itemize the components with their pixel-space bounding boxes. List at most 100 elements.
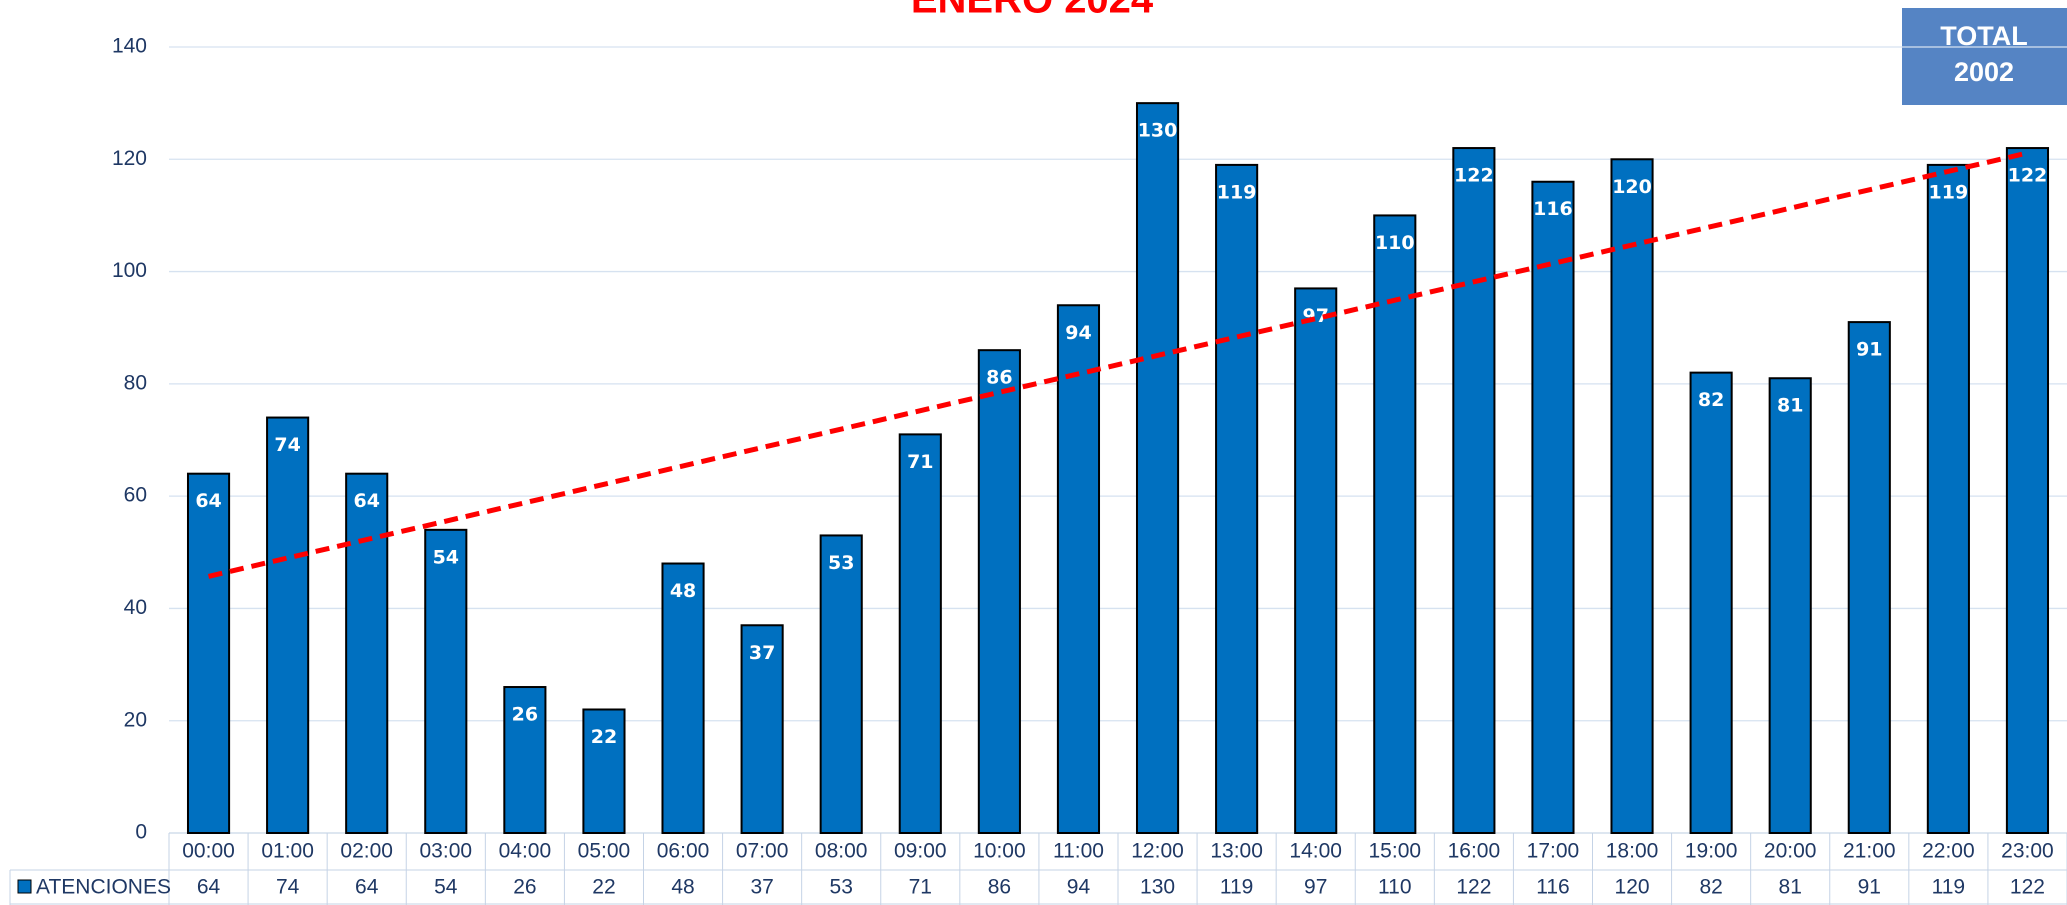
bar xyxy=(1610,158,1654,835)
data-label: 74 xyxy=(274,434,300,456)
data-label: 54 xyxy=(433,546,459,568)
table-value: 81 xyxy=(1779,876,1802,899)
legend-swatch xyxy=(17,879,32,894)
x-tick-label: 12:00 xyxy=(1131,840,1184,863)
table-value: 64 xyxy=(355,876,379,899)
y-tick-label: 20 xyxy=(124,708,147,731)
data-label: 122 xyxy=(2008,165,2048,187)
bar xyxy=(1847,321,1891,834)
table-value: 26 xyxy=(513,876,536,899)
x-tick-label: 06:00 xyxy=(657,840,710,863)
data-label: 119 xyxy=(1217,181,1257,203)
bar xyxy=(1689,371,1733,834)
y-tick-label: 40 xyxy=(124,596,147,619)
table-value: 53 xyxy=(830,876,853,899)
data-label: 86 xyxy=(986,367,1012,389)
table-value: 97 xyxy=(1304,876,1327,899)
bar xyxy=(1768,377,1812,834)
x-tick-label: 08:00 xyxy=(815,840,868,863)
data-label: 120 xyxy=(1612,176,1652,198)
x-tick-label: 02:00 xyxy=(340,840,393,863)
table-value: 82 xyxy=(1699,876,1722,899)
data-label: 91 xyxy=(1856,339,1882,361)
data-label: 122 xyxy=(1454,165,1494,187)
bar xyxy=(1215,163,1259,834)
bar xyxy=(1294,287,1338,834)
bar xyxy=(1531,180,1575,834)
table-value: 22 xyxy=(592,876,615,899)
bar xyxy=(898,433,942,834)
bar xyxy=(186,472,231,834)
bar xyxy=(266,416,310,834)
bar xyxy=(819,534,863,834)
total-box xyxy=(1902,8,2067,105)
total-label: TOTAL xyxy=(1940,21,2028,51)
bar xyxy=(740,624,784,834)
x-tick-label: 10:00 xyxy=(973,840,1026,863)
table-value: 94 xyxy=(1067,876,1091,899)
bar xyxy=(582,708,626,834)
data-label: 53 xyxy=(828,552,854,574)
table-value: 122 xyxy=(1456,876,1491,899)
table-value: 110 xyxy=(1378,876,1411,899)
data-label: 94 xyxy=(1065,322,1091,344)
total-value: 2002 xyxy=(1954,57,2014,87)
x-tick-label: 14:00 xyxy=(1289,840,1342,863)
bar xyxy=(424,528,468,834)
x-tick-label: 23:00 xyxy=(2001,840,2054,863)
data-label: 22 xyxy=(591,726,617,748)
bar xyxy=(1926,163,1970,834)
y-tick-label: 140 xyxy=(112,35,147,58)
x-tick-label: 20:00 xyxy=(1764,840,1817,863)
table-value: 37 xyxy=(750,876,773,899)
x-tick-label: 09:00 xyxy=(894,840,947,863)
x-tick-label: 19:00 xyxy=(1685,840,1738,863)
bar xyxy=(1452,147,1496,835)
table-value: 86 xyxy=(988,876,1011,899)
table-value: 116 xyxy=(1536,876,1569,899)
data-label: 119 xyxy=(1929,181,1969,203)
y-tick-label: 0 xyxy=(135,821,147,844)
y-tick-label: 80 xyxy=(124,371,147,394)
x-tick-label: 16:00 xyxy=(1448,840,1501,863)
y-tick-label: 100 xyxy=(112,259,147,282)
table-value: 122 xyxy=(2010,876,2045,899)
y-tick-label: 120 xyxy=(112,147,147,170)
data-label: 48 xyxy=(670,580,696,602)
data-label: 37 xyxy=(749,642,775,664)
bar xyxy=(1056,304,1101,834)
data-label: 110 xyxy=(1375,232,1415,254)
data-label: 71 xyxy=(907,451,933,473)
chart-title: ENERO 2024 xyxy=(911,0,1154,22)
x-tick-label: 13:00 xyxy=(1210,840,1263,863)
x-tick-label: 07:00 xyxy=(736,840,789,863)
x-tick-label: 18:00 xyxy=(1606,840,1659,863)
data-label: 81 xyxy=(1777,395,1803,417)
table-value: 119 xyxy=(1932,876,1965,899)
table-value: 130 xyxy=(1140,876,1175,899)
table-value: 91 xyxy=(1858,876,1881,899)
table-value: 74 xyxy=(276,876,300,899)
data-label: 64 xyxy=(353,490,379,512)
data-label: 130 xyxy=(1138,120,1178,142)
table-value: 48 xyxy=(671,876,694,899)
y-tick-label: 60 xyxy=(124,484,147,507)
table-value: 120 xyxy=(1615,876,1650,899)
table-value: 64 xyxy=(197,876,221,899)
trendline xyxy=(207,150,2029,579)
bar xyxy=(1373,214,1417,834)
table-value: 119 xyxy=(1220,876,1253,899)
bar xyxy=(2005,147,2050,835)
x-tick-label: 17:00 xyxy=(1527,840,1580,863)
bar xyxy=(977,349,1021,834)
data-label: 116 xyxy=(1533,198,1573,220)
legend-label: ATENCIONES xyxy=(36,876,171,899)
x-tick-label: 15:00 xyxy=(1369,840,1422,863)
x-tick-label: 05:00 xyxy=(578,840,631,863)
x-tick-label: 00:00 xyxy=(182,840,235,863)
x-tick-label: 11:00 xyxy=(1053,840,1104,863)
bar xyxy=(1135,102,1180,834)
table-value: 54 xyxy=(434,876,458,899)
x-tick-label: 22:00 xyxy=(1922,840,1975,863)
